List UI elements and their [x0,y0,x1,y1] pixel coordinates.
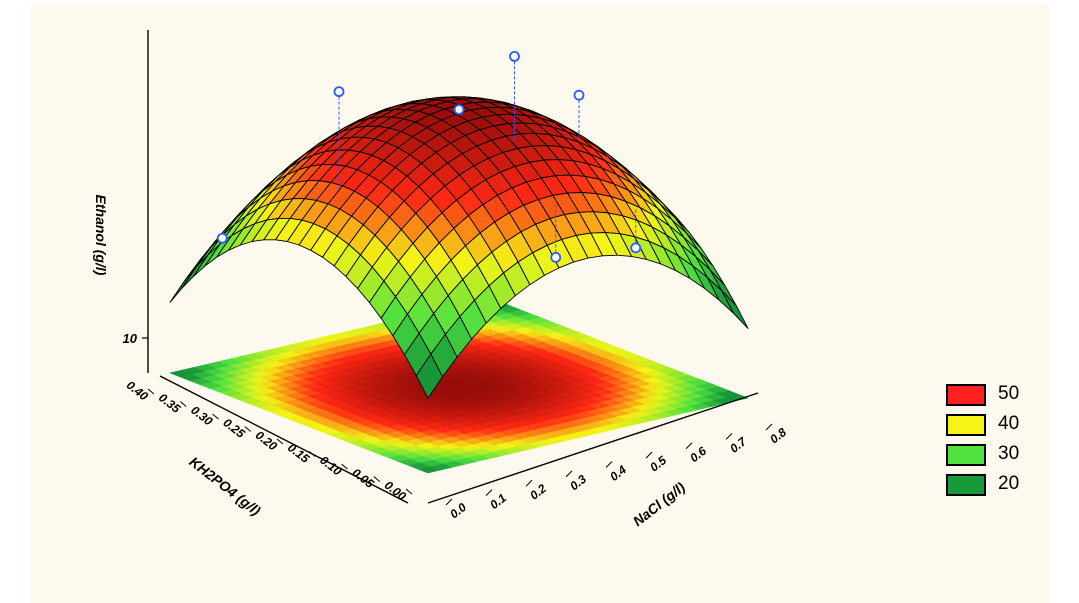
observed-point [630,242,642,254]
y-axis-line [159,375,409,504]
z-tick-label: 10 [123,331,138,346]
legend-label-30: 30 [998,443,1020,464]
legend-label-40: 40 [998,413,1020,434]
y-tick [244,426,252,432]
chart-legend: 50 40 30 20 [946,381,1056,501]
x-tick [685,442,693,450]
y-tick [179,401,187,407]
observed-point [453,104,465,115]
legend-swatch-20 [946,474,986,496]
x-axis-line [427,392,759,504]
observed-point [550,251,562,263]
legend-item-50: 50 [946,381,1056,411]
y-tick [405,488,413,495]
legend-item-30: 30 [946,441,1056,471]
x-tick [565,470,573,478]
legend-swatch-30 [946,444,986,466]
y-tick [147,388,155,395]
x-tick [445,498,453,506]
y-tick [212,413,219,420]
x-tick [485,489,493,496]
legend-swatch-40 [946,414,986,436]
legend-swatch-50 [946,384,986,406]
legend-label-20: 20 [998,473,1020,494]
legend-label-50: 50 [998,383,1020,404]
x-tick [525,479,533,487]
legend-item-20: 20 [946,471,1056,501]
z-axis-title: Ethanol (g/l) [93,195,109,276]
surface-cell [415,353,443,399]
y-tick [341,463,348,470]
x-tick [645,451,653,459]
observed-point [333,86,345,98]
y-tick [308,451,316,457]
x-tick [605,461,613,468]
y-tick [373,476,381,482]
x-tick [725,433,733,440]
x-tick [765,423,773,431]
legend-item-40: 40 [946,411,1056,441]
observed-point [573,89,585,101]
y-tick [276,438,284,445]
observed-point [509,50,520,62]
observed-point [216,232,228,244]
